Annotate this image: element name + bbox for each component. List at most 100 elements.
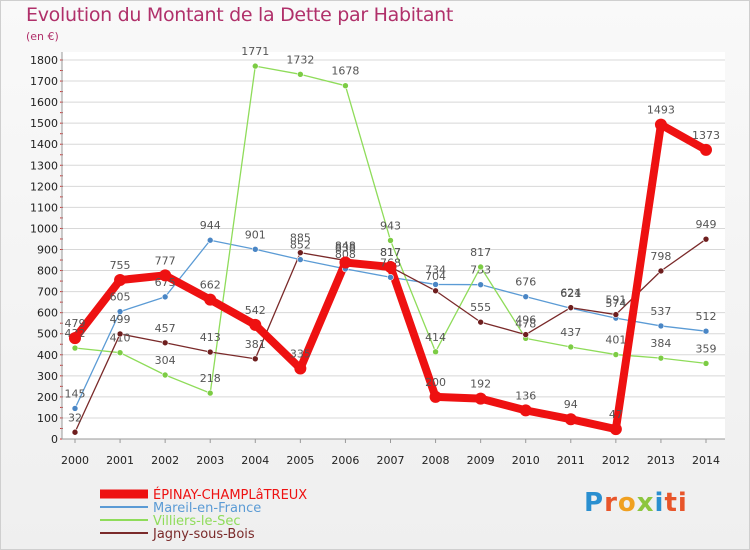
y-tick-label: 1200 bbox=[30, 180, 58, 193]
y-tick-label: 200 bbox=[37, 391, 58, 404]
data-label: 675 bbox=[155, 276, 176, 289]
data-label: 478 bbox=[515, 317, 536, 330]
y-tick-label: 1700 bbox=[30, 75, 58, 88]
data-point bbox=[249, 318, 262, 331]
y-tick-label: 900 bbox=[37, 244, 58, 257]
data-point bbox=[477, 281, 484, 288]
data-point bbox=[71, 428, 79, 436]
y-tick-label: 600 bbox=[37, 307, 58, 320]
data-label: 1678 bbox=[331, 65, 359, 78]
data-point bbox=[477, 318, 484, 326]
y-tick-label: 1300 bbox=[30, 159, 58, 172]
x-tick-label: 2014 bbox=[692, 454, 720, 467]
data-label: 145 bbox=[65, 387, 86, 400]
chart-unit: (en €) bbox=[26, 30, 59, 43]
data-label: 200 bbox=[425, 376, 446, 389]
data-label: 1732 bbox=[286, 53, 314, 66]
y-tick-label: 1100 bbox=[30, 201, 58, 214]
data-point bbox=[657, 267, 665, 275]
logo-letter: r bbox=[604, 488, 618, 518]
data-point bbox=[564, 413, 577, 426]
data-label: 457 bbox=[155, 322, 176, 335]
data-point bbox=[702, 360, 710, 367]
data-label: 817 bbox=[380, 246, 401, 259]
data-label: 1771 bbox=[241, 45, 269, 58]
data-point bbox=[161, 371, 169, 379]
data-label: 624 bbox=[560, 287, 581, 300]
data-point bbox=[204, 293, 217, 306]
data-label: 605 bbox=[110, 291, 131, 304]
data-point bbox=[700, 143, 712, 156]
y-tick-label: 100 bbox=[37, 412, 58, 425]
data-point bbox=[116, 308, 124, 315]
data-point bbox=[522, 293, 530, 300]
plot-area bbox=[62, 52, 725, 439]
x-tick-label: 2004 bbox=[241, 454, 269, 467]
y-tick-label: 1600 bbox=[30, 96, 58, 109]
x-tick-label: 2011 bbox=[557, 454, 585, 467]
data-label: 1373 bbox=[692, 129, 720, 142]
data-point bbox=[612, 351, 620, 358]
x-tick-label: 2013 bbox=[647, 454, 675, 467]
data-label: 537 bbox=[650, 305, 671, 318]
data-label: 621 bbox=[560, 287, 581, 300]
y-tick-label: 700 bbox=[37, 286, 58, 299]
data-label: 944 bbox=[200, 219, 221, 232]
data-label: 798 bbox=[650, 250, 671, 263]
data-point bbox=[251, 62, 259, 70]
data-label: 555 bbox=[470, 301, 491, 314]
data-point bbox=[342, 82, 349, 89]
data-label: 943 bbox=[380, 219, 401, 232]
data-point bbox=[294, 362, 307, 375]
data-point bbox=[609, 423, 622, 436]
data-point bbox=[297, 256, 304, 263]
legend-label: Villiers-le-Sec bbox=[153, 514, 241, 529]
data-label: 676 bbox=[515, 276, 536, 289]
data-label: 479 bbox=[65, 317, 86, 330]
proxiti-logo: Proxiti bbox=[584, 488, 688, 518]
logo-letter: x bbox=[636, 488, 655, 518]
x-tick-label: 2010 bbox=[512, 454, 540, 467]
data-point bbox=[339, 256, 352, 269]
logo-letter: o bbox=[617, 488, 637, 518]
data-point bbox=[387, 237, 394, 244]
data-label: 838 bbox=[335, 242, 356, 255]
y-tick-label: 800 bbox=[37, 265, 58, 278]
data-point bbox=[161, 293, 169, 301]
y-tick-label: 400 bbox=[37, 349, 58, 362]
data-label: 591 bbox=[605, 294, 626, 307]
chart-title: Evolution du Montant de la Dette par Hab… bbox=[26, 4, 454, 26]
data-point bbox=[702, 327, 710, 335]
data-point bbox=[432, 287, 439, 295]
data-point bbox=[206, 348, 214, 356]
data-label: 94 bbox=[564, 398, 578, 411]
x-tick-label: 2009 bbox=[467, 454, 495, 467]
data-point bbox=[567, 343, 575, 351]
y-tick-label: 300 bbox=[37, 370, 58, 383]
data-point bbox=[114, 274, 127, 287]
data-label: 704 bbox=[425, 270, 446, 283]
data-point bbox=[387, 273, 394, 281]
data-label: 359 bbox=[696, 342, 717, 355]
data-label: 848 bbox=[335, 239, 356, 252]
x-tick-label: 2001 bbox=[106, 454, 134, 467]
data-label: 32 bbox=[68, 411, 82, 424]
y-tick-label: 1800 bbox=[30, 54, 58, 67]
y-tick-label: 500 bbox=[37, 328, 58, 341]
data-point bbox=[384, 260, 397, 273]
data-label: 136 bbox=[515, 389, 536, 402]
data-point bbox=[474, 392, 487, 405]
data-label: 304 bbox=[155, 354, 176, 367]
data-point bbox=[657, 354, 665, 362]
data-label: 542 bbox=[245, 304, 266, 317]
logo-letter: P bbox=[584, 488, 605, 518]
data-label: 401 bbox=[605, 334, 626, 347]
y-tick-label: 1000 bbox=[30, 222, 58, 235]
logo-letter: ti bbox=[664, 488, 688, 518]
data-point bbox=[116, 349, 124, 356]
data-label: 808 bbox=[335, 248, 356, 261]
data-label: 499 bbox=[110, 313, 131, 326]
data-label: 755 bbox=[110, 259, 131, 272]
data-point bbox=[432, 281, 439, 288]
data-label: 885 bbox=[290, 232, 311, 245]
